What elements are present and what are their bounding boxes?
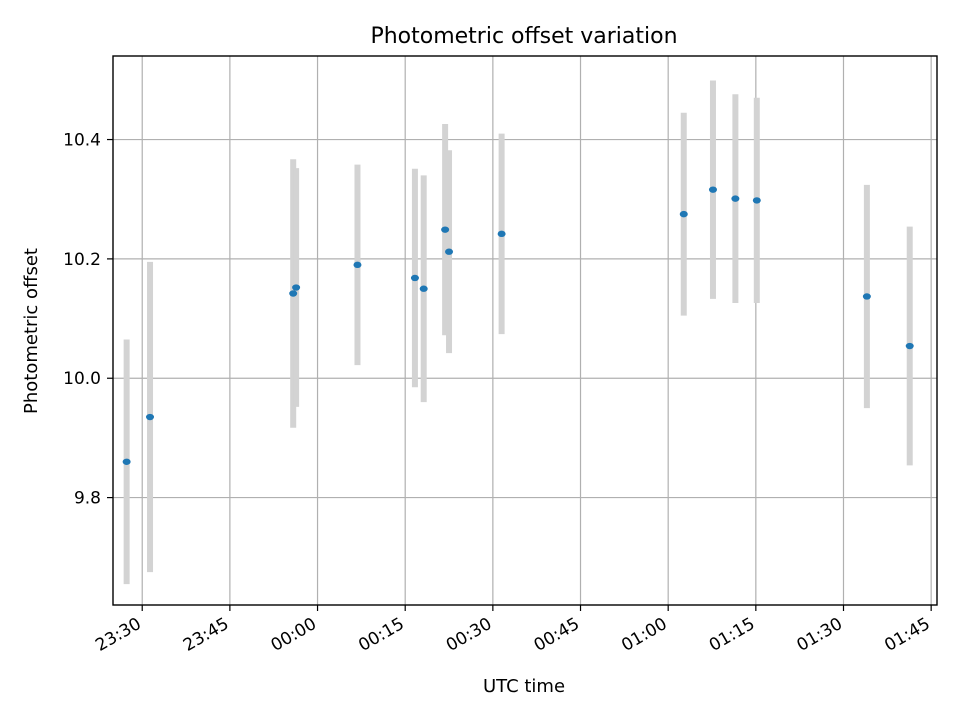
data-point (731, 195, 740, 202)
data-point (289, 290, 298, 297)
data-point (122, 458, 131, 465)
data-point (292, 284, 301, 291)
plot-frame (112, 55, 938, 606)
data-point (410, 274, 419, 282)
data-point (146, 413, 155, 421)
data-point (419, 285, 428, 292)
data-point (905, 342, 914, 350)
grid (113, 56, 937, 605)
y-axis-ticks: 9.8 10.0 10.2 10.4 (63, 131, 113, 509)
x-axis-label: UTC time (483, 676, 565, 697)
data-point (679, 210, 688, 218)
chart-title: Photometric offset variation (370, 24, 677, 49)
data-point (862, 293, 871, 300)
y-tick-label: 10.4 (63, 131, 101, 151)
data-point (752, 197, 761, 204)
y-axis-label: Photometric offset (21, 248, 42, 414)
y-tick-label: 10.0 (63, 369, 101, 389)
data-point (445, 248, 454, 255)
y-tick-label: 9.8 (74, 489, 101, 509)
data-point (708, 186, 717, 193)
data-point (353, 261, 362, 269)
data-point (497, 230, 506, 238)
y-tick-label: 10.2 (63, 250, 101, 270)
data-points (122, 186, 914, 465)
data-point (441, 226, 450, 233)
